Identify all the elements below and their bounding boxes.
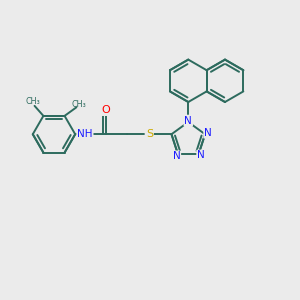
Text: O: O <box>102 105 110 115</box>
Text: CH₃: CH₃ <box>26 97 40 106</box>
Text: N: N <box>172 151 180 161</box>
Text: CH₃: CH₃ <box>72 100 87 109</box>
Text: S: S <box>146 129 153 139</box>
Text: NH: NH <box>77 129 93 139</box>
Text: N: N <box>204 128 212 138</box>
Text: N: N <box>184 116 192 126</box>
Text: N: N <box>197 151 205 160</box>
